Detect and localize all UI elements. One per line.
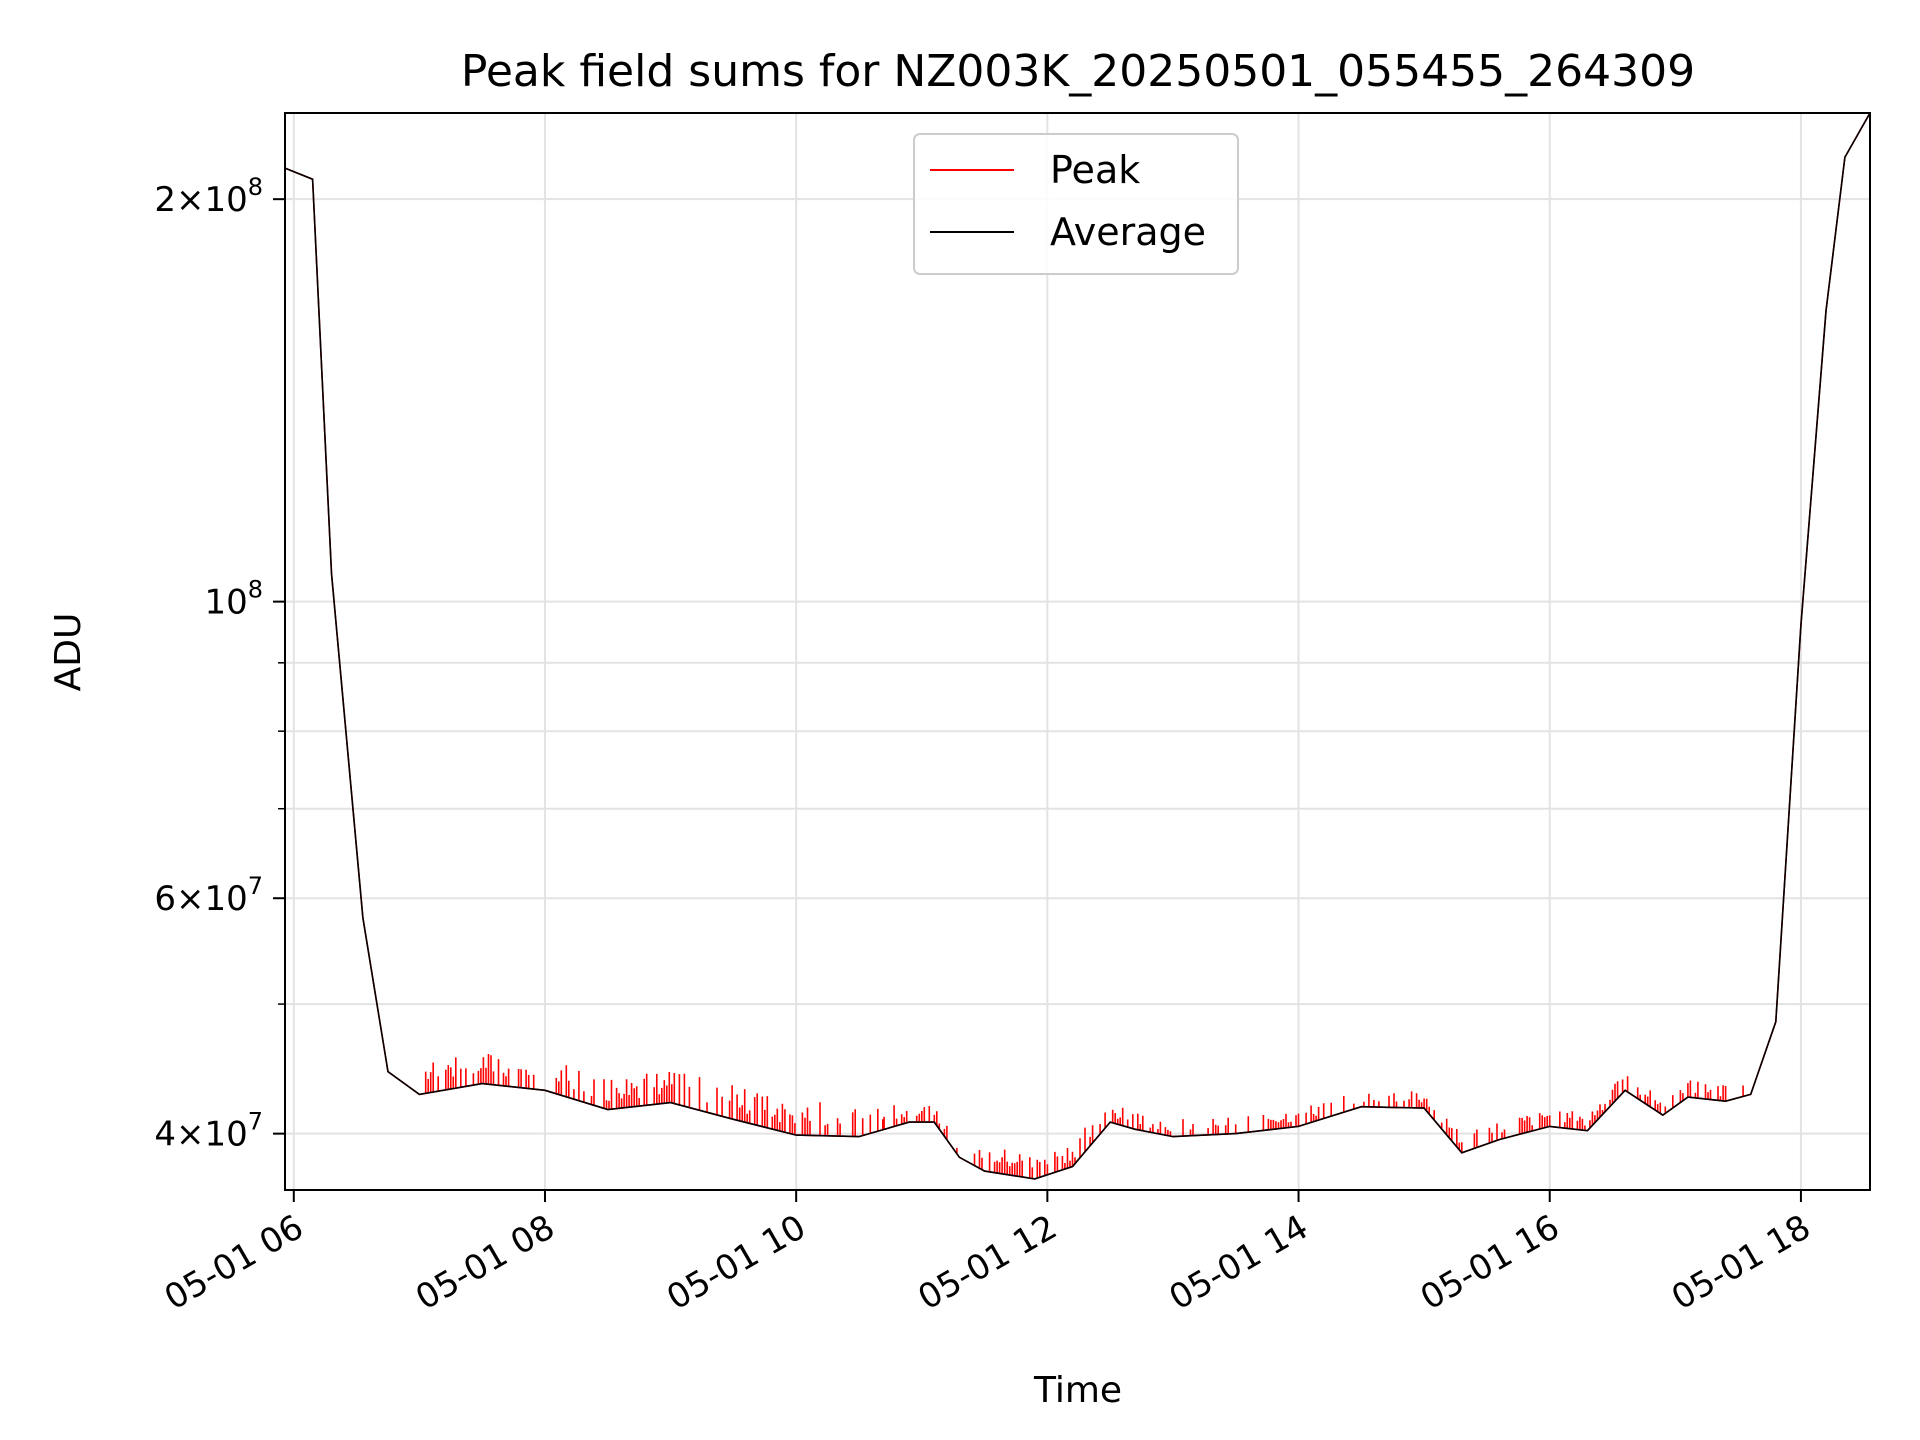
y-tick-label: 4×107	[154, 1108, 263, 1155]
legend-label-peak: Peak	[1050, 148, 1140, 192]
legend-label-average: Average	[1050, 210, 1206, 254]
legend: Peak Average	[914, 134, 1238, 274]
y-tick-label: 6×107	[154, 872, 263, 919]
y-tick-label: 2×108	[154, 173, 263, 220]
x-axis-label: Time	[1033, 1370, 1122, 1411]
y-axis-label: ADU	[48, 613, 89, 692]
chart-title: Peak field sums for NZ003K_20250501_0554…	[461, 46, 1695, 97]
